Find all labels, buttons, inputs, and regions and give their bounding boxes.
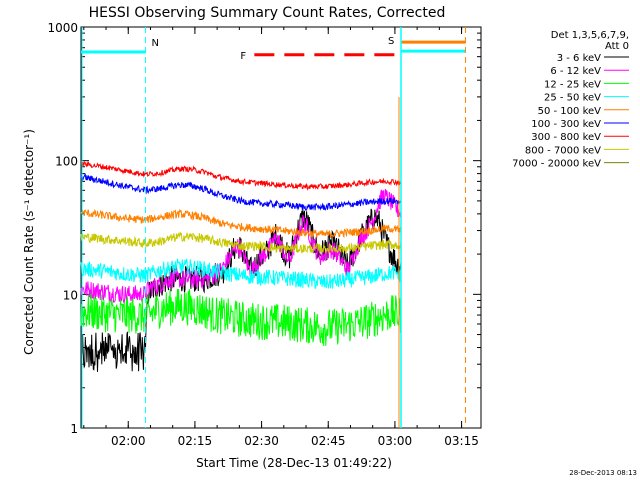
- legend-header: Att 0: [605, 41, 629, 52]
- axis-ticks: 02:00 02:15 02:30 02:45 03:00 03:15 1 10 100 1000: [47, 21, 481, 448]
- x-tick-label: 03:15: [444, 434, 479, 448]
- legend-entry-label: 50 - 100 keV: [538, 106, 602, 117]
- x-tick-label: 02:00: [111, 434, 146, 448]
- legend-entry-label: 12 - 25 keV: [544, 79, 601, 90]
- legend-entry-label: 3 - 6 keV: [557, 53, 601, 64]
- legend-entry-label: 7000 - 20000 keV: [512, 159, 601, 170]
- legend: Det 1,3,5,6,7,9,Att 0 3 - 6 keV 6 - 12 keV…: [512, 30, 629, 170]
- series-line: [80, 208, 402, 239]
- legend-header: Det 1,3,5,6,7,9,: [551, 30, 629, 41]
- series-lines: [80, 160, 402, 372]
- legend-entry-label: 6 - 12 keV: [550, 66, 601, 77]
- legend-entry-label: 25 - 50 keV: [544, 93, 601, 104]
- flag-s-label: S: [388, 36, 394, 47]
- x-tick-label: 02:15: [178, 434, 213, 448]
- y-tick-label: 10: [63, 288, 78, 302]
- y-tick-label: 100: [55, 155, 78, 169]
- series-line: [80, 188, 402, 305]
- x-tick-label: 02:30: [244, 434, 279, 448]
- series-line: [80, 258, 402, 289]
- y-tick-label: 1000: [47, 21, 78, 35]
- event-markers: [81, 27, 466, 428]
- series-line: [80, 160, 402, 191]
- x-tick-label: 03:00: [378, 434, 413, 448]
- series-line: [80, 173, 402, 211]
- series-line: [80, 232, 402, 254]
- legend-entry-label: 100 - 300 keV: [531, 119, 601, 130]
- y-tick-label: 1: [70, 422, 78, 436]
- series-line: [80, 288, 402, 347]
- x-axis-label: Start Time (28-Dec-13 01:49:22): [196, 456, 392, 470]
- legend-entry-label: 300 - 800 keV: [531, 132, 601, 143]
- plot-frame: [80, 26, 482, 429]
- legend-entry-label: 800 - 7000 keV: [525, 145, 601, 156]
- timestamp: 28-Dec-2013 08:13: [569, 469, 637, 477]
- y-axis-label: Corrected Count Rate (s⁻¹ detector⁻¹): [22, 129, 36, 355]
- plot-border: [80, 26, 482, 429]
- x-tick-label: 02:45: [311, 434, 346, 448]
- flag-n-label: N: [151, 38, 158, 49]
- chart-title: HESSI Observing Summary Count Rates, Cor…: [89, 5, 446, 21]
- flag-f-label: F: [240, 51, 246, 62]
- status-flags: N F S: [81, 36, 466, 62]
